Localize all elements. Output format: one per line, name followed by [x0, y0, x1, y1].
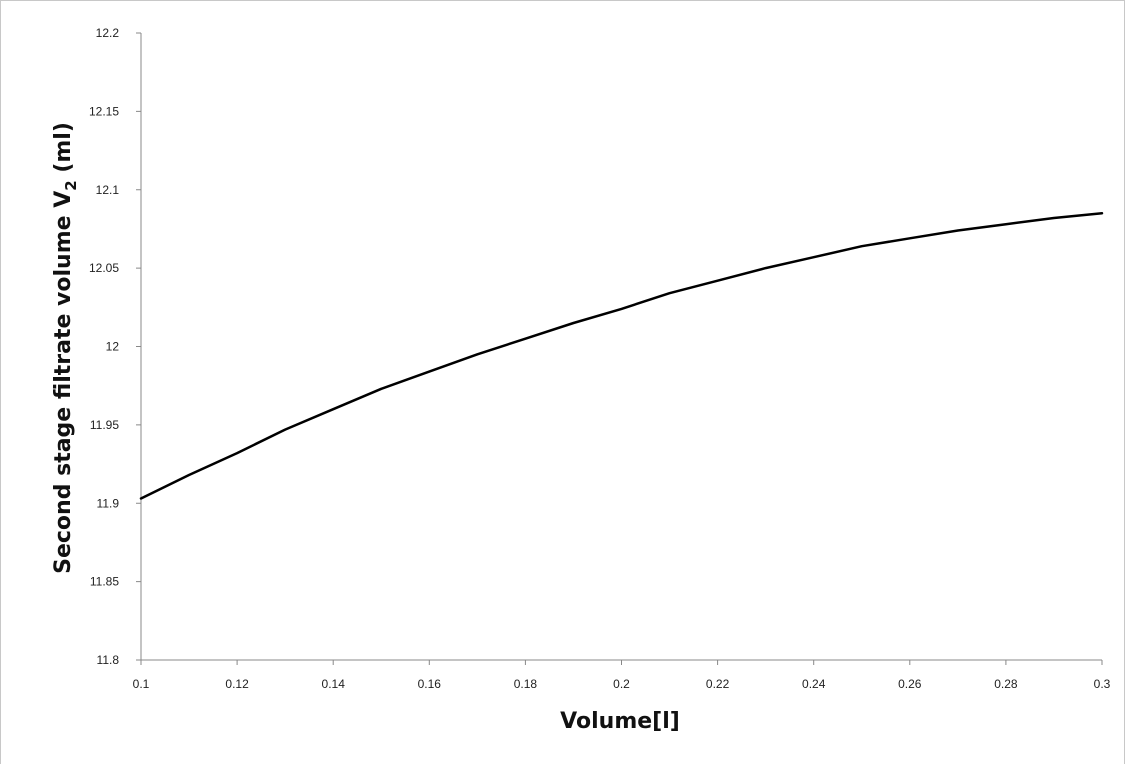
- x-axis-title: Volume[l]: [560, 709, 680, 734]
- y-tick-label: 12: [106, 340, 120, 354]
- x-ticks: 0.1 0.12 0.14 0.16 0.18 0.2 0.22 0.24 0.26 0.28 0.…: [133, 660, 1111, 691]
- axes: [140, 33, 1102, 661]
- x-tick-label: 0.12: [225, 677, 249, 691]
- x-tick-label: 0.14: [322, 677, 346, 691]
- y-tick-label: 12.2: [96, 26, 120, 40]
- y-tick-label: 11.85: [90, 575, 119, 589]
- x-tick-label: 0.26: [898, 677, 922, 691]
- series-line: [139, 212, 1104, 500]
- x-tick-label: 0.2: [613, 677, 630, 691]
- y-tick-label: 12.1: [96, 183, 120, 197]
- y-tick-label: 12.05: [89, 261, 119, 275]
- x-tick-label: 0.24: [802, 677, 826, 691]
- x-tick-label: 0.3: [1094, 677, 1111, 691]
- x-tick-label: 0.16: [418, 677, 442, 691]
- x-tick-label: 0.18: [514, 677, 538, 691]
- y-tick-label: 11.95: [90, 418, 119, 432]
- y-tick-label: 11.8: [97, 653, 120, 667]
- x-tick-label: 0.28: [994, 677, 1018, 691]
- y-tick-label: 11.9: [97, 496, 120, 510]
- x-tick-label: 0.22: [706, 677, 730, 691]
- y-tick-label: 12.15: [89, 104, 119, 118]
- x-tick-label: 0.1: [133, 677, 150, 691]
- series-group: [139, 212, 1104, 500]
- y-axis-title: Second stage filtrate volume V2 (ml): [51, 122, 80, 574]
- y-ticks: 11.8 11.85 11.9 11.95 12 12.05 12.1 12.15 12.2: [89, 26, 141, 667]
